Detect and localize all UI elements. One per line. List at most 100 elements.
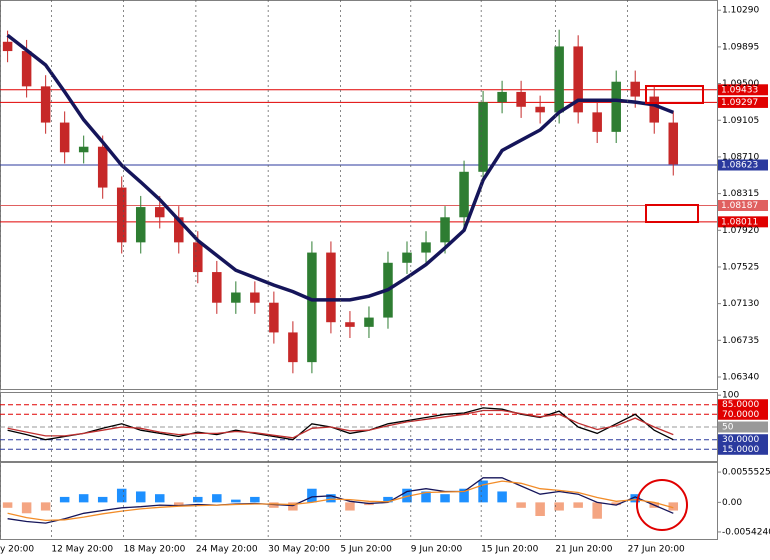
candle-body — [421, 242, 431, 253]
y-tick-label: 100 — [722, 391, 739, 401]
histogram-bar — [174, 502, 184, 506]
histogram-bar — [155, 494, 165, 503]
candle-body — [97, 146, 108, 188]
level-label-bg — [718, 199, 768, 211]
candle-body — [40, 86, 51, 123]
candle-body — [573, 46, 583, 113]
histogram-bar — [630, 494, 640, 503]
histogram-bar — [535, 502, 545, 516]
histogram-bar — [478, 480, 488, 503]
x-tick-label: 15 Jun 20:00 — [481, 545, 538, 555]
highlight-box — [645, 85, 704, 104]
y-tick-label-bg — [718, 408, 768, 420]
histogram-bar — [307, 488, 317, 503]
x-tick-label: 21 Jun 20:00 — [555, 545, 612, 555]
candle-body — [630, 81, 640, 97]
candle-body — [193, 242, 203, 273]
x-tick-label: 12 May 20:00 — [51, 545, 113, 555]
histogram-bar — [668, 502, 679, 511]
candle-body — [116, 187, 127, 243]
candle-body — [668, 122, 679, 165]
level-label-bg — [718, 96, 768, 108]
histogram-bar — [402, 488, 412, 503]
indicator-line — [7, 477, 674, 524]
candle-body — [497, 91, 507, 103]
y-tick-label-bg — [718, 421, 768, 433]
y-tick-label-bg — [718, 399, 768, 411]
y-tick-label: 1.07130 — [722, 299, 759, 309]
candle-body — [59, 122, 70, 153]
candle-body — [326, 252, 336, 323]
x-tick-label: 5 Jun 20:00 — [340, 545, 392, 555]
annotations — [636, 85, 704, 531]
candle-body — [288, 332, 298, 363]
y-tick-label: 50 — [722, 423, 734, 433]
y-tick-label-bg — [718, 443, 768, 455]
histogram-bar — [135, 491, 146, 503]
histogram-bar — [383, 496, 393, 503]
y-tick-label: 1.09105 — [722, 116, 759, 126]
histogram-bar — [40, 502, 51, 511]
y-tick-label: 1.10290 — [722, 6, 759, 16]
level-label: 1.08623 — [721, 161, 758, 171]
x-tick-label: 24 May 20:00 — [196, 545, 258, 555]
candle-body — [478, 102, 488, 172]
x-tick-label: 30 May 20:00 — [268, 545, 330, 555]
level-label: 1.08011 — [721, 217, 758, 227]
y-tick-label: 1.09895 — [722, 42, 759, 52]
candle-body — [269, 302, 279, 333]
histogram-bar — [212, 494, 222, 503]
candle-body — [516, 91, 526, 107]
candle-body — [212, 272, 222, 303]
histogram-bar — [326, 494, 336, 503]
histogram-bar — [516, 502, 526, 508]
y-tick-label: 1.06735 — [722, 336, 759, 346]
y-tick-label: 15.0000 — [722, 445, 759, 455]
level-label: 1.09433 — [721, 85, 758, 95]
candle-body — [135, 207, 146, 243]
candle-body — [307, 252, 317, 363]
histogram-bar — [97, 496, 108, 503]
candle-body — [592, 112, 602, 132]
histogram-bar — [250, 496, 260, 503]
y-tick-label: 30.0000 — [722, 435, 759, 445]
candle-body — [231, 292, 241, 303]
x-tick-label: 9 Jun 20:00 — [411, 545, 463, 555]
candle-body — [402, 252, 412, 263]
histogram-bar — [592, 502, 602, 519]
candle-body — [2, 41, 13, 52]
candle-body — [78, 146, 89, 153]
histogram-bar — [231, 499, 241, 503]
y-tick-label: 0.0055525 — [722, 468, 770, 478]
candle-body — [174, 217, 184, 243]
indicator-line — [7, 409, 674, 439]
highlight-box — [645, 204, 699, 223]
level-label-bg — [718, 159, 768, 171]
indicator-line — [7, 480, 674, 522]
y-tick-label: 1.09500 — [722, 79, 759, 89]
y-tick-label: 1.08315 — [722, 189, 759, 199]
histogram-bar — [288, 502, 298, 511]
histogram-bar — [116, 488, 127, 503]
level-label: 1.09297 — [721, 98, 758, 108]
histogram-bar — [459, 488, 469, 503]
level-label: 1.08187 — [721, 201, 758, 211]
histogram-bar — [2, 502, 13, 508]
y-tick-label: 70.0000 — [722, 410, 759, 420]
y-tick-label: 1.07920 — [722, 226, 759, 236]
panel-frame — [0, 462, 718, 540]
candle-body — [440, 217, 450, 243]
x-tick-label: 27 Jun 20:00 — [628, 545, 685, 555]
histogram-bar — [59, 496, 70, 503]
y-tick-label: 1.06340 — [722, 373, 759, 383]
x-tick-label: 18 May 20:00 — [124, 545, 186, 555]
y-tick-label: -0.0054240 — [722, 527, 770, 537]
histogram-bar — [78, 494, 89, 503]
candle-body — [364, 317, 374, 327]
histogram-bar — [421, 491, 431, 503]
candle-body — [459, 171, 469, 218]
level-label-bg — [718, 84, 768, 96]
histogram-bar — [554, 502, 564, 511]
